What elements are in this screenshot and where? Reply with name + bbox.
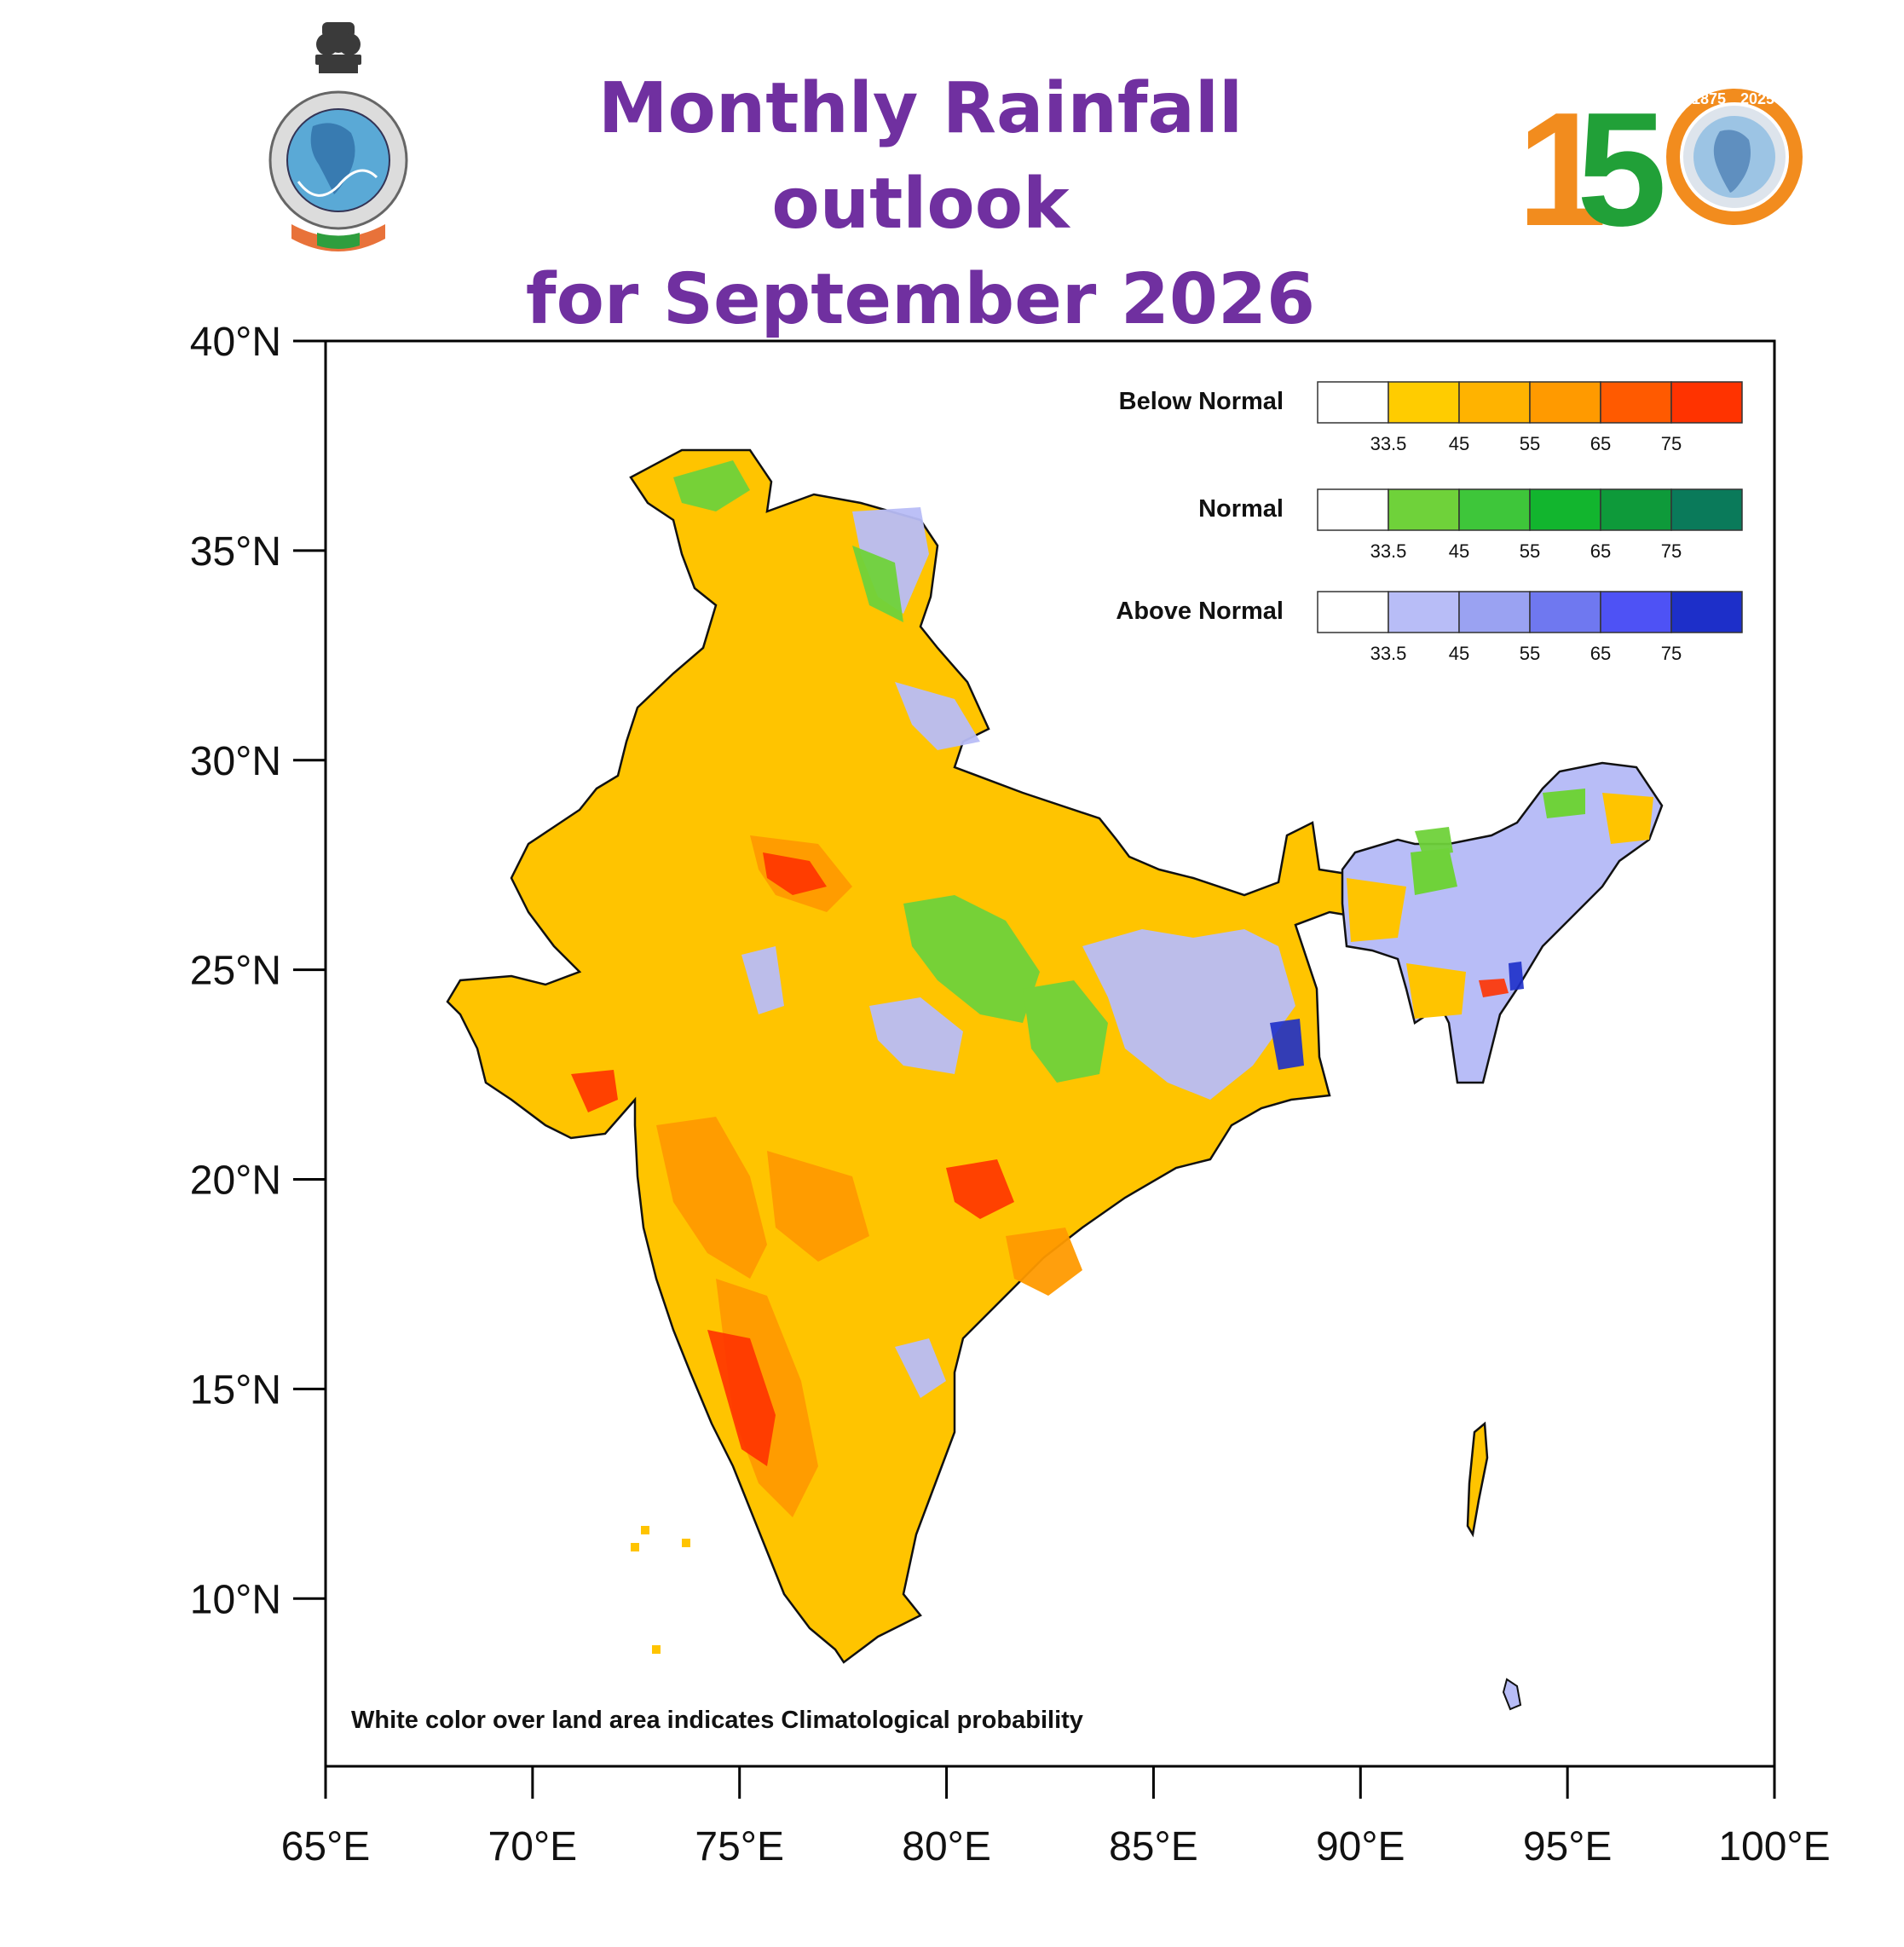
lat-tick-label: 15°N xyxy=(190,1367,281,1413)
lon-tick-label: 65°E xyxy=(281,1824,371,1869)
normal-northeast-patches xyxy=(1411,789,1585,895)
legend-tick-label: 65 xyxy=(1590,540,1611,562)
legend-swatch xyxy=(1670,381,1743,424)
digit-five: 5 xyxy=(1577,79,1667,240)
legend-swatch xyxy=(1600,381,1672,424)
probability-legend: Below Normal 33.5 45 55 65 75 Normal 33.5 45 55 65… xyxy=(1116,381,1743,664)
lat-tick-label: 25°N xyxy=(190,949,281,994)
legend-swatch xyxy=(1317,488,1389,531)
legend-swatch xyxy=(1458,591,1531,633)
nicobar-islands-region xyxy=(1502,1678,1522,1711)
year-start: 1875 xyxy=(1692,90,1726,107)
map-axes: 40°N 35°N 30°N 25°N 20°N 15°N 10°N 65°E 70°E 75°E… xyxy=(190,320,1831,1869)
legend-tick-label: 45 xyxy=(1449,643,1469,664)
below-normal-northeast-patches xyxy=(1347,793,1653,1019)
lon-tick-label: 95°E xyxy=(1523,1824,1613,1869)
title-line-2: for September 2026 xyxy=(525,259,1316,340)
legend-tick-label: 45 xyxy=(1449,433,1469,454)
legend-tick-label: 75 xyxy=(1661,433,1682,454)
legend-tick-label: 33.5 xyxy=(1370,433,1407,454)
legend-row-label: Normal xyxy=(1198,495,1284,523)
lat-tick-label: 40°N xyxy=(190,320,281,365)
forecast-land-layer xyxy=(446,448,1664,1711)
below-normal-peak-patches xyxy=(571,852,1509,1466)
legend-tick-label: 75 xyxy=(1661,540,1682,562)
legend-swatch xyxy=(1670,488,1743,531)
legend-swatch xyxy=(1600,591,1672,633)
lon-tick-label: 75°E xyxy=(695,1824,784,1869)
lakshadweep-islands xyxy=(631,1526,690,1654)
lon-tick-label: 85°E xyxy=(1109,1824,1198,1869)
lon-tick-label: 70°E xyxy=(488,1824,578,1869)
legend-tick-label: 55 xyxy=(1520,540,1540,562)
legend-swatch xyxy=(1317,591,1389,633)
lat-tick-label: 10°N xyxy=(190,1577,281,1622)
legend-swatch xyxy=(1317,381,1389,424)
climatological-note: White color over land area indicates Cli… xyxy=(351,1707,1083,1734)
legend-tick-label: 45 xyxy=(1449,540,1469,562)
legend-tick-label: 33.5 xyxy=(1370,540,1407,562)
legend-swatch xyxy=(1388,488,1460,531)
legend-swatch xyxy=(1529,381,1601,424)
legend-swatch xyxy=(1529,591,1601,633)
lat-tick-label: 20°N xyxy=(190,1158,281,1204)
legend-tick-label: 55 xyxy=(1520,433,1540,454)
legend-tick-label: 33.5 xyxy=(1370,643,1407,664)
legend-swatch xyxy=(1529,488,1601,531)
lon-tick-label: 90°E xyxy=(1316,1824,1405,1869)
lon-tick-label: 80°E xyxy=(902,1824,991,1869)
title-line-1: Monthly Rainfall outlook xyxy=(597,68,1243,245)
lat-tick-label: 30°N xyxy=(190,739,281,784)
legend-swatch xyxy=(1670,591,1743,633)
lion-capital-icon xyxy=(315,22,361,73)
page-title: Monthly Rainfall outlook for September 2… xyxy=(477,61,1364,348)
legend-swatch xyxy=(1600,488,1672,531)
andaman-islands-region xyxy=(1466,1421,1489,1538)
legend-row-label: Below Normal xyxy=(1119,388,1284,415)
year-end: 2025 xyxy=(1740,90,1774,107)
legend-swatch xyxy=(1388,381,1460,424)
legend-swatch xyxy=(1388,591,1460,633)
above-normal-peak-patches xyxy=(1270,962,1524,1070)
imd-logo-icon xyxy=(268,22,408,251)
normal-patches xyxy=(673,460,1453,1083)
imd-150-years-logo-icon: 1 5 1875 2025 xyxy=(1517,79,1803,240)
legend-tick-label: 65 xyxy=(1590,643,1611,664)
above-normal-patches xyxy=(741,507,1295,1398)
legend-tick-label: 65 xyxy=(1590,433,1611,454)
lat-tick-label: 35°N xyxy=(190,529,281,575)
legend-swatch xyxy=(1458,381,1531,424)
lon-tick-label: 100°E xyxy=(1718,1824,1830,1869)
legend-tick-label: 75 xyxy=(1661,643,1682,664)
legend-swatch xyxy=(1458,488,1531,531)
legend-tick-label: 55 xyxy=(1520,643,1540,664)
digit-one: 1 xyxy=(1517,79,1607,240)
legend-row-label: Above Normal xyxy=(1116,598,1284,625)
